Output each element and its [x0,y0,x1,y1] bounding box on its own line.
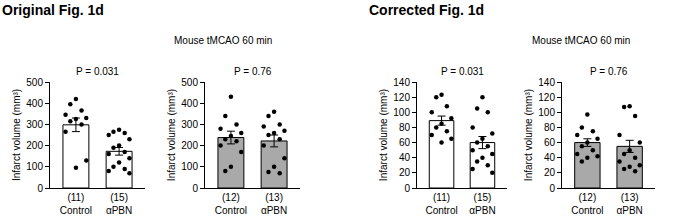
svg-text:60: 60 [399,137,411,148]
svg-text:100: 100 [393,107,410,118]
svg-text:400: 400 [26,98,43,109]
svg-text:200: 200 [181,140,198,151]
svg-text:300: 300 [181,119,198,130]
svg-text:400: 400 [181,98,198,109]
svg-text:Infarct volume (mm³): Infarct volume (mm³) [166,89,177,181]
svg-text:100: 100 [181,161,198,172]
svg-text:Mouse tMCAO 60 min: Mouse tMCAO 60 min [532,35,630,46]
svg-text:60: 60 [544,137,556,148]
svg-text:80: 80 [544,122,556,133]
svg-text:P = 0.76: P = 0.76 [590,66,628,77]
svg-text:(15)αPBN: (15)αPBN [106,192,132,216]
svg-text:(11)Control: (11)Control [60,192,92,216]
svg-text:100: 100 [26,161,43,172]
svg-text:120: 120 [538,92,555,103]
svg-text:(13)αPBN: (13)αPBN [261,192,287,216]
svg-text:80: 80 [399,122,411,133]
svg-text:(12)Control: (12)Control [215,192,247,216]
svg-text:0: 0 [549,183,555,194]
svg-text:Infarct volume (mm³): Infarct volume (mm³) [523,89,534,181]
svg-text:(11)Control: (11)Control [425,192,457,216]
svg-text:Mouse tMCAO 60 min: Mouse tMCAO 60 min [174,35,272,46]
svg-text:Infarct volume (mm³): Infarct volume (mm³) [378,89,389,181]
svg-text:Original Fig. 1d: Original Fig. 1d [2,2,104,18]
svg-text:120: 120 [393,92,410,103]
svg-text:Infarct volume (mm³): Infarct volume (mm³) [11,89,22,181]
svg-text:40: 40 [544,152,556,163]
svg-text:0: 0 [404,183,410,194]
svg-text:140: 140 [538,77,555,88]
svg-text:500: 500 [181,77,198,88]
svg-text:100: 100 [538,107,555,118]
svg-text:300: 300 [26,119,43,130]
svg-text:20: 20 [399,167,411,178]
svg-text:0: 0 [37,183,43,194]
svg-text:500: 500 [26,77,43,88]
svg-text:0: 0 [192,183,198,194]
svg-text:(12)Control: (12)Control [571,192,603,216]
svg-text:Corrected Fig. 1d: Corrected Fig. 1d [369,2,484,18]
svg-text:140: 140 [393,77,410,88]
svg-text:(15)αPBN: (15)αPBN [469,192,495,216]
svg-text:40: 40 [399,152,411,163]
svg-text:P = 0.031: P = 0.031 [76,66,119,77]
svg-text:P = 0.031: P = 0.031 [441,66,484,77]
svg-text:20: 20 [544,167,556,178]
svg-text:(13)αPBN: (13)αPBN [616,192,642,216]
svg-text:P = 0.76: P = 0.76 [234,66,272,77]
svg-text:200: 200 [26,140,43,151]
